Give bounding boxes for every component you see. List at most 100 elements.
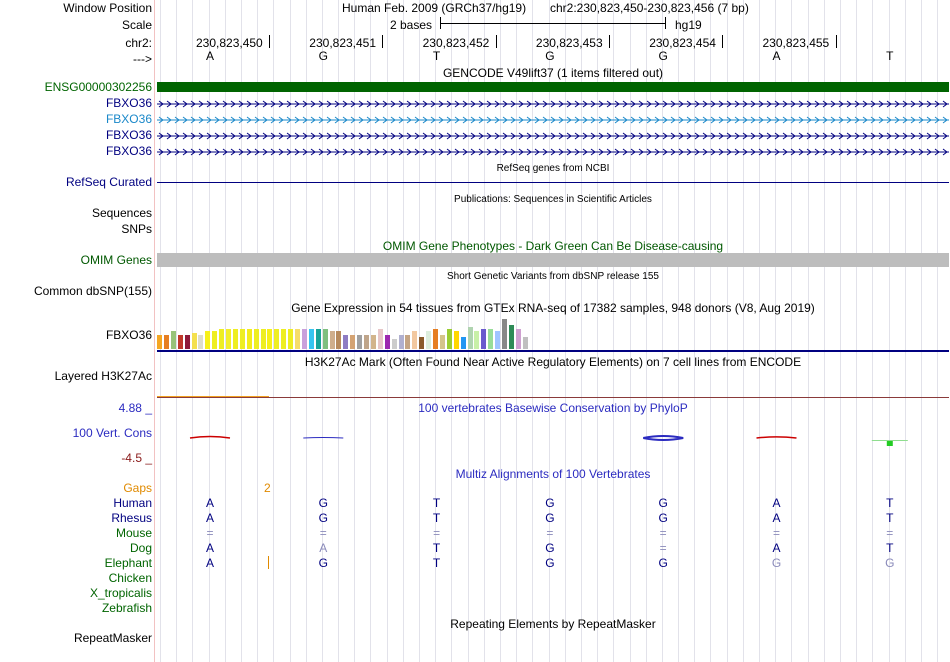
refseq-title[interactable]: RefSeq genes from NCBI <box>496 163 610 174</box>
refseq-line[interactable] <box>157 182 949 183</box>
gtex-tissue-bar[interactable] <box>184 335 190 349</box>
refseq-label[interactable]: RefSeq Curated <box>65 175 152 189</box>
species-label[interactable]: Elephant <box>104 556 152 570</box>
gtex-tissue-bar[interactable] <box>515 329 521 349</box>
repeatmasker-label[interactable]: RepeatMasker <box>73 631 152 645</box>
species-label[interactable]: Mouse <box>115 526 152 540</box>
dbsnp-label[interactable]: Common dbSNP(155) <box>33 284 152 298</box>
gtex-tissue-bar[interactable] <box>329 331 335 349</box>
gtex-tissue-bar[interactable] <box>439 335 445 349</box>
gtex-tissue-bar[interactable] <box>370 335 376 349</box>
transcript-track-2[interactable] <box>157 115 949 125</box>
gencode-gene-label[interactable]: ENSG00000302256 <box>44 80 152 94</box>
transcript-track-1[interactable] <box>157 99 949 109</box>
gtex-tissue-bar[interactable] <box>219 329 225 349</box>
gtex-tissue-bar[interactable] <box>315 329 321 349</box>
repeatmasker-title[interactable]: Repeating Elements by RepeatMasker <box>450 617 656 631</box>
species-label[interactable]: Rhesus <box>111 511 152 525</box>
gtex-tissue-bar[interactable] <box>364 335 369 349</box>
gtex-tissue-bar[interactable] <box>391 339 397 349</box>
omim-gene-bar[interactable] <box>157 253 949 267</box>
cons-score-mark[interactable] <box>303 437 344 439</box>
cons-score-mark[interactable] <box>189 435 231 439</box>
gtex-bar-graph[interactable] <box>157 315 537 349</box>
gtex-tissue-bar[interactable] <box>460 337 466 349</box>
gtex-tissue-bar[interactable] <box>157 335 162 349</box>
cons-score-mark[interactable] <box>871 440 908 441</box>
gtex-tissue-bar[interactable] <box>467 327 473 349</box>
h3k27ac-title[interactable]: H3K27Ac Mark (Often Found Near Active Re… <box>304 355 802 369</box>
multiz-title[interactable]: Multiz Alignments of 100 Vertebrates <box>455 467 651 481</box>
gtex-tissue-bar[interactable] <box>377 329 383 349</box>
gtex-tissue-bar[interactable] <box>191 333 197 349</box>
species-label[interactable]: Dog <box>129 541 152 555</box>
gtex-tissue-bar[interactable] <box>232 329 238 349</box>
omim-title[interactable]: OMIM Gene Phenotypes - Dark Green Can Be… <box>382 239 724 253</box>
gtex-tissue-bar[interactable] <box>281 329 287 349</box>
transcript-label-1[interactable]: FBXO36 <box>105 96 152 110</box>
gtex-tissue-bar[interactable] <box>426 331 432 349</box>
gtex-tissue-bar[interactable] <box>212 331 218 349</box>
species-label[interactable]: Zebrafish <box>101 601 152 615</box>
publications-title[interactable]: Publications: Sequences in Scientific Ar… <box>454 194 652 205</box>
gtex-tissue-bar[interactable] <box>522 337 528 349</box>
gtex-label[interactable]: FBXO36 <box>105 328 152 342</box>
h3k27ac-label[interactable]: Layered H3K27Ac <box>54 369 152 383</box>
gtex-tissue-bar[interactable] <box>308 329 314 349</box>
gtex-tissue-bar[interactable] <box>474 331 480 349</box>
gtex-tissue-bar[interactable] <box>322 329 328 349</box>
gtex-tissue-bar[interactable] <box>163 335 169 349</box>
gtex-tissue-bar[interactable] <box>357 335 363 349</box>
species-label[interactable]: Human <box>113 496 152 510</box>
gtex-tissue-bar[interactable] <box>495 331 501 349</box>
cons-title[interactable]: 100 vertebrates Basewise Conservation by… <box>418 401 688 415</box>
gtex-tissue-bar[interactable] <box>433 329 438 349</box>
gtex-tissue-bar[interactable] <box>419 337 425 349</box>
gtex-tissue-bar[interactable] <box>226 329 231 349</box>
dbsnp-title[interactable]: Short Genetic Variants from dbSNP releas… <box>447 271 659 282</box>
cons-score-mark[interactable] <box>756 436 797 439</box>
gtex-tissue-bar[interactable] <box>301 329 307 349</box>
species-label[interactable]: Chicken <box>108 571 152 585</box>
gtex-tissue-bar[interactable] <box>170 331 176 349</box>
gencode-title[interactable]: GENCODE V49lift37 (1 items filtered out) <box>442 66 664 80</box>
cons-score-mark[interactable] <box>886 441 893 446</box>
gtex-tissue-bar[interactable] <box>398 335 404 349</box>
gtex-tissue-bar[interactable] <box>446 329 452 349</box>
cons-score-mark[interactable] <box>643 435 684 441</box>
transcript-label-4[interactable]: FBXO36 <box>105 144 152 158</box>
cons-plot[interactable] <box>157 416 949 456</box>
publications-snps-label[interactable]: SNPs <box>121 222 152 236</box>
gtex-tissue-bar[interactable] <box>336 331 342 349</box>
gaps-label[interactable]: Gaps <box>123 481 152 495</box>
gtex-tissue-bar[interactable] <box>350 335 356 349</box>
gtex-tissue-bar[interactable] <box>253 329 259 349</box>
h3k27ac-signal[interactable] <box>157 396 269 397</box>
species-label[interactable]: X_tropicalis <box>89 586 152 600</box>
gtex-tissue-bar[interactable] <box>288 329 294 349</box>
gtex-gene-line[interactable] <box>157 350 949 352</box>
h3k27ac-baseline[interactable] <box>157 397 949 398</box>
transcript-label-2[interactable]: FBXO36 <box>105 112 152 126</box>
gtex-tissue-bar[interactable] <box>260 329 266 349</box>
gtex-tissue-bar[interactable] <box>295 329 300 349</box>
omim-label[interactable]: OMIM Genes <box>80 253 152 267</box>
gtex-tissue-bar[interactable] <box>343 335 349 349</box>
gtex-tissue-bar[interactable] <box>198 335 204 349</box>
publications-sequences-label[interactable]: Sequences <box>91 206 152 220</box>
gtex-title[interactable]: Gene Expression in 54 tissues from GTEx … <box>291 301 815 315</box>
gtex-tissue-bar[interactable] <box>508 325 514 349</box>
gtex-tissue-bar[interactable] <box>267 329 273 349</box>
gencode-gene-bar[interactable] <box>157 82 949 92</box>
transcript-track-4[interactable] <box>157 147 949 157</box>
gtex-tissue-bar[interactable] <box>453 331 459 349</box>
transcript-label-3[interactable]: FBXO36 <box>105 128 152 142</box>
gtex-tissue-bar[interactable] <box>274 329 280 349</box>
gtex-tissue-bar[interactable] <box>239 329 245 349</box>
gtex-tissue-bar[interactable] <box>177 335 183 349</box>
gtex-tissue-bar[interactable] <box>412 331 418 349</box>
gtex-tissue-bar[interactable] <box>205 331 211 349</box>
gtex-tissue-bar[interactable] <box>384 335 390 349</box>
gtex-tissue-bar[interactable] <box>481 329 487 349</box>
gtex-tissue-bar[interactable] <box>246 329 252 349</box>
